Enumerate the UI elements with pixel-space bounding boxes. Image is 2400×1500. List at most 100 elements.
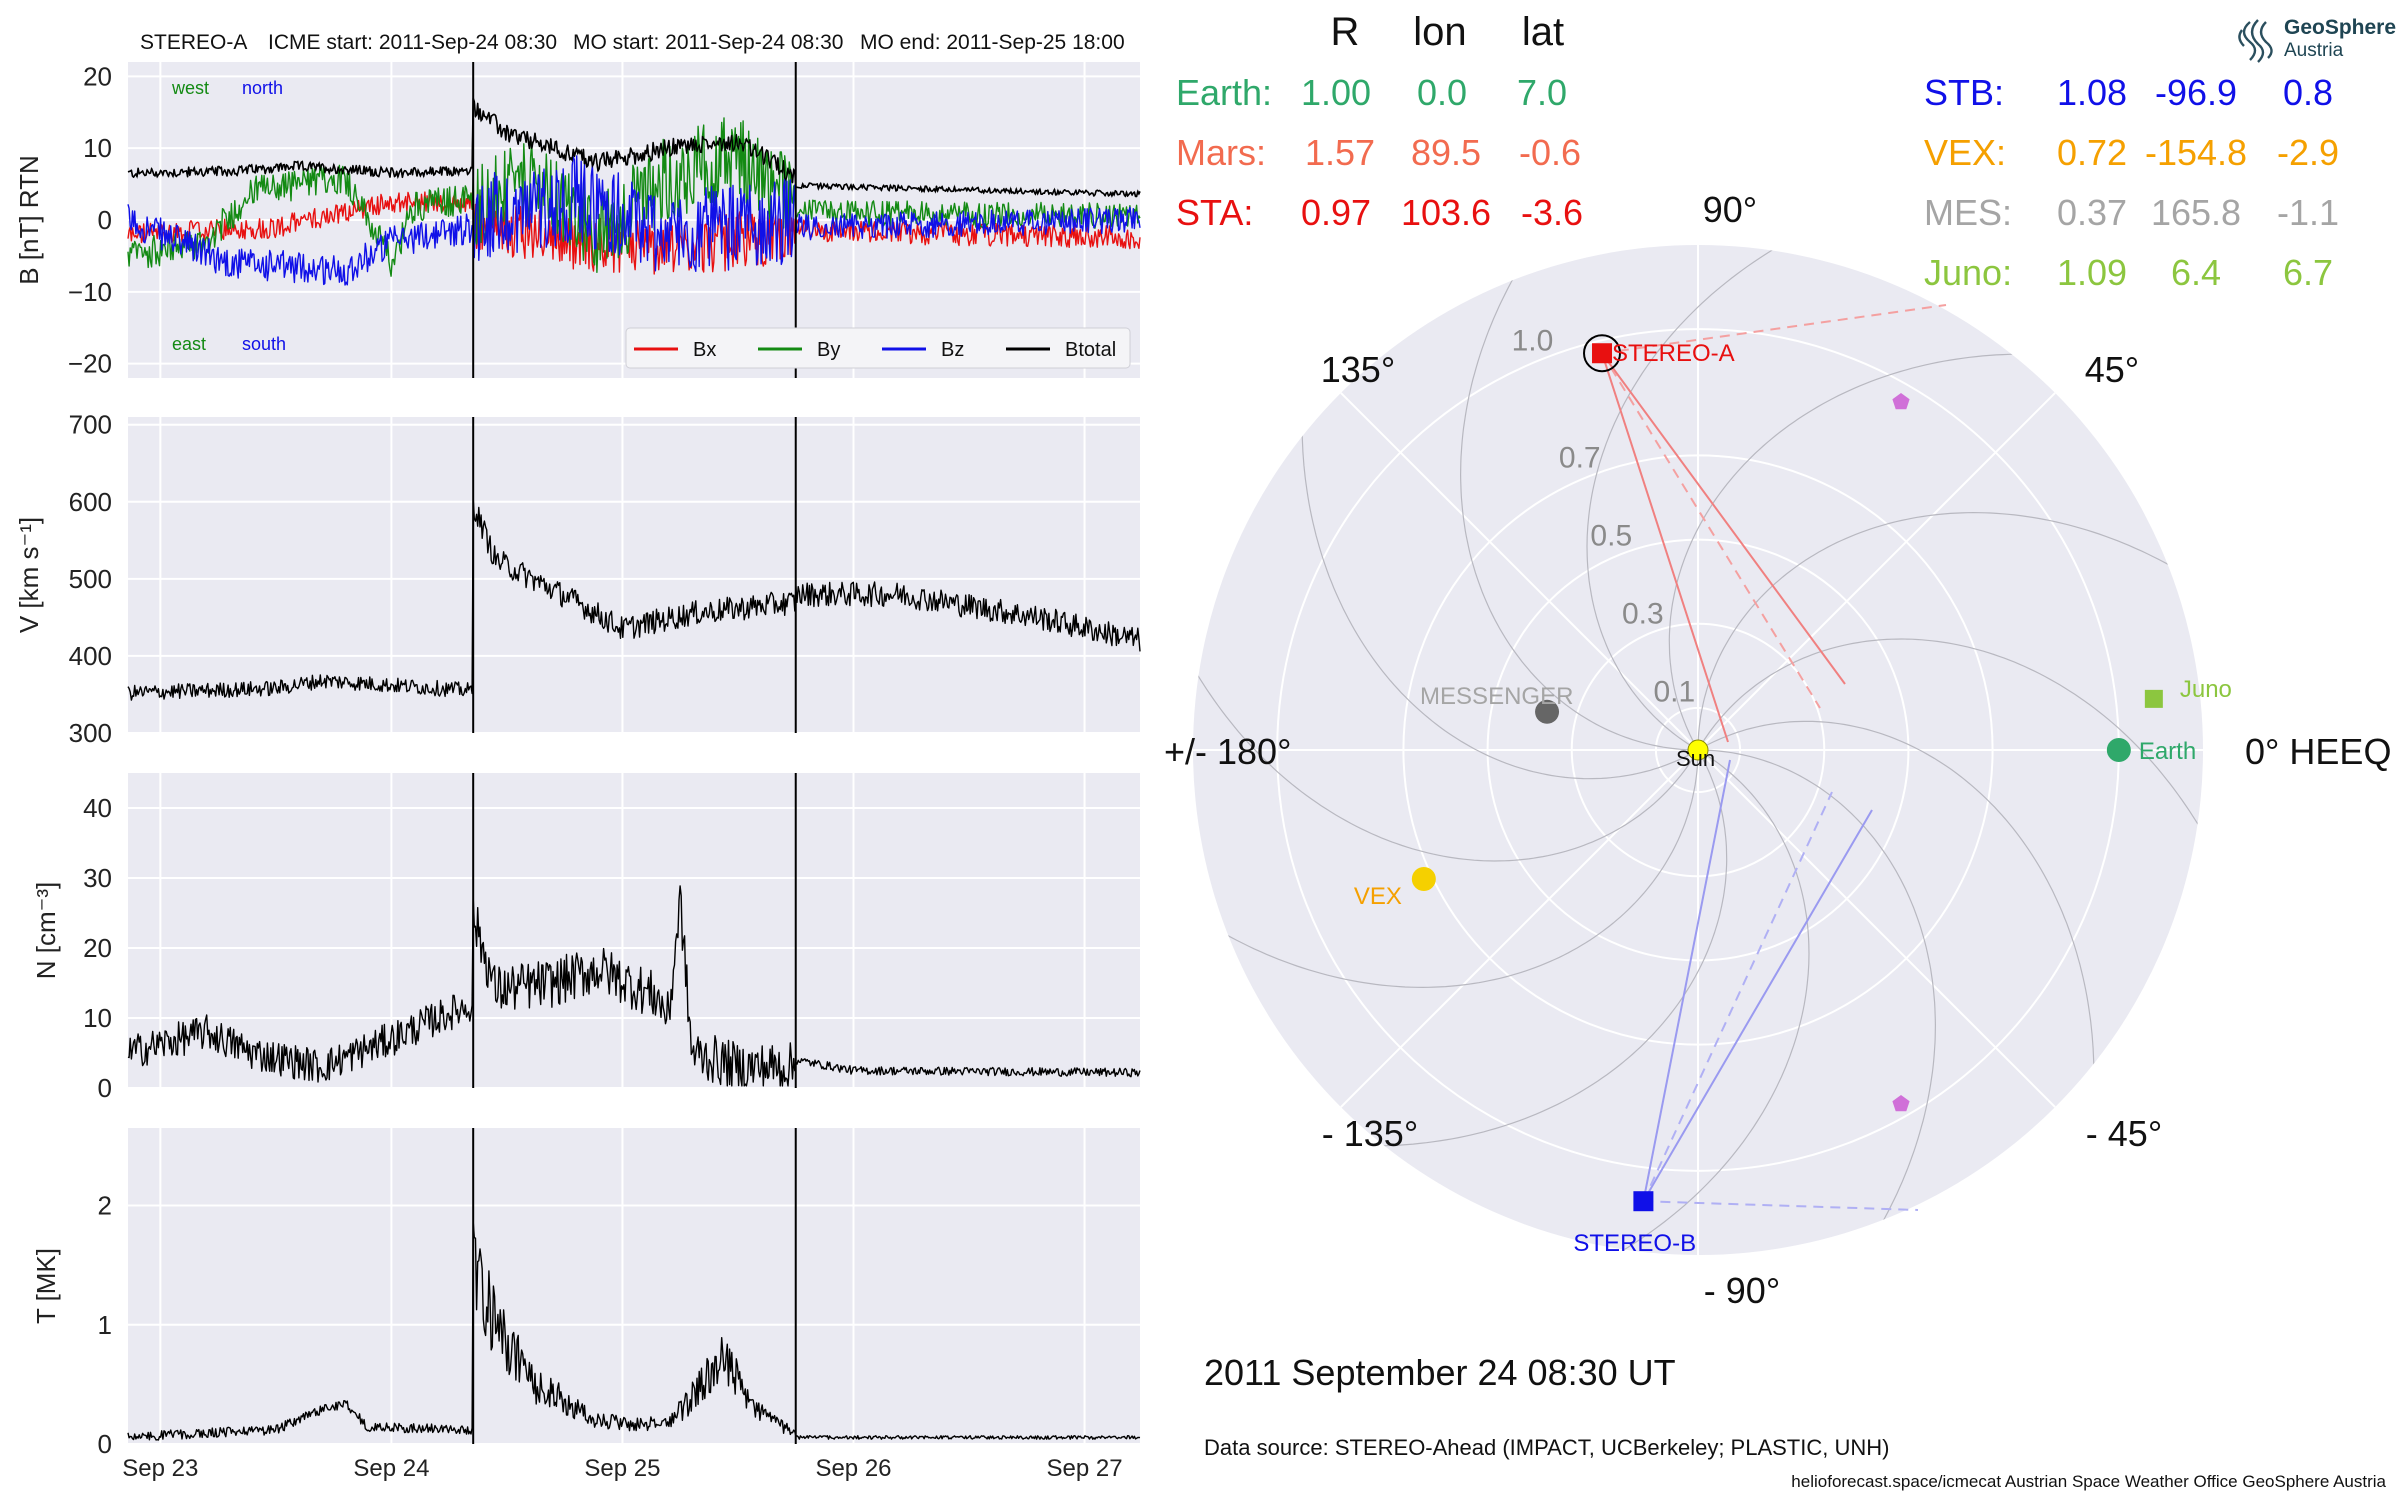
parker-spiral <box>1193 758 1699 989</box>
y-tick-label: 10 <box>83 1003 112 1033</box>
series-temperature <box>127 1220 1141 1441</box>
annotation-west: west <box>171 78 209 98</box>
x-tick-label: Sep 27 <box>1047 1455 1123 1482</box>
y-tick-label: 700 <box>69 410 112 440</box>
earth-marker <box>2106 738 2131 762</box>
position-r: 0.72 <box>2057 132 2127 173</box>
juno-marker <box>2144 689 2163 708</box>
legend-label-bz: Bz <box>941 339 964 361</box>
angular-grid-line <box>1697 749 2056 1108</box>
y-tick-label: −20 <box>68 349 112 379</box>
parker-spiral <box>1701 638 2203 865</box>
fov-line <box>1601 352 1821 709</box>
y-tick-label: 400 <box>69 641 112 671</box>
panel-background <box>128 773 1140 1088</box>
legend-label-bx: Bx <box>693 339 716 361</box>
table-header-lat: lat <box>1522 10 1564 54</box>
stereoa-marker <box>1592 343 1613 364</box>
logo-line2: Austria <box>2284 40 2344 61</box>
parker-spiral <box>1586 245 1813 747</box>
parker-spiral <box>1705 720 2095 1111</box>
messenger-label: MESSENGER <box>1420 683 1573 710</box>
sun-marker <box>1687 739 1709 761</box>
angle-label-m90: - 90° <box>1704 1270 1780 1311</box>
position-name: Mars: <box>1176 132 1266 173</box>
b-panel-annotations: west north east south <box>171 78 286 354</box>
position-lon: -96.9 <box>2155 72 2237 113</box>
position-name: STA: <box>1176 192 1253 233</box>
x-tick-label: Sep 23 <box>122 1455 198 1482</box>
radial-label: 1.0 <box>1512 324 1554 357</box>
vex-label: VEX <box>1354 883 1402 910</box>
angle-label-0: 0° HEEQ <box>2245 731 2391 772</box>
position-r: 0.97 <box>1301 192 1371 233</box>
position-lon: 103.6 <box>1401 192 1491 233</box>
figure-header: STEREO-A ICME start: 2011-Sep-24 08:30 M… <box>140 31 1125 54</box>
pentagon-marker-icon <box>1892 1095 1910 1112</box>
angle-label-90: 90° <box>1703 189 1757 230</box>
earth-label: Earth <box>2139 738 2196 765</box>
y-tick-label: 30 <box>83 863 112 893</box>
position-lon: -154.8 <box>2145 132 2247 173</box>
panel-background <box>128 417 1140 733</box>
position-row-sta: STA: 0.97 103.6 -3.6 <box>1176 192 1583 233</box>
y-tick-label: 10 <box>83 133 112 163</box>
position-row-vex: VEX: 0.72 -154.8 -2.9 <box>1924 132 2339 173</box>
stereo-a-ring-icon <box>1583 334 1622 373</box>
y-tick-label: 40 <box>83 793 112 823</box>
panel-speed: 700 600 500 400 300 V [km s⁻¹] <box>14 410 1141 748</box>
position-lat: 6.7 <box>2283 252 2333 293</box>
radial-labels: 1.0 0.7 0.5 0.3 0.1 <box>1512 324 1696 708</box>
y-tick-label: 20 <box>83 61 112 91</box>
radial-label: 0.7 <box>1559 441 1601 474</box>
sun-label: Sun <box>1676 746 1715 771</box>
angular-grid-line <box>1340 392 1699 751</box>
parker-spiral <box>1337 757 1728 1147</box>
series-btotal-overlay <box>127 98 1141 198</box>
legend-label-btotal: Btotal <box>1065 339 1116 361</box>
vex-marker <box>1411 867 1436 892</box>
geosphere-logo: GeoSphere Austria <box>2238 16 2396 63</box>
annotation-east: east <box>172 334 206 354</box>
y-tick-label: 0 <box>98 1429 112 1459</box>
panel-temperature: 2 1 0 T [MK] <box>31 1128 1141 1459</box>
x-tick-label: Sep 24 <box>353 1455 429 1482</box>
parker-spiral <box>1668 353 2059 743</box>
y-axis-label: N [cm⁻³] <box>31 882 61 980</box>
series-speed <box>127 497 1141 701</box>
position-lon: 6.4 <box>2171 252 2221 293</box>
annotation-north: north <box>242 78 283 98</box>
header-spacecraft: STEREO-A <box>140 31 247 54</box>
position-lon: 165.8 <box>2151 192 2241 233</box>
position-r: 1.08 <box>2057 72 2127 113</box>
position-lat: 7.0 <box>1517 72 1567 113</box>
position-lat: -1.1 <box>2277 192 2339 233</box>
position-lat: -0.6 <box>1519 132 1581 173</box>
polar-plot: 90° 45° 0° HEEQ - 45° - 90° - 135° +/- 1… <box>1164 189 2391 1311</box>
juno-label: Juno <box>2180 676 2232 703</box>
radial-label: 0.3 <box>1622 597 1664 630</box>
annotation-south: south <box>242 334 286 354</box>
position-r: 0.37 <box>2057 192 2127 233</box>
fov-line <box>1642 791 1833 1202</box>
bodies: STEREO-A STEREO-B Earth Juno MESSENGER VEX Sun <box>1354 334 2232 1257</box>
header-mo-start: MO start: 2011-Sep-24 08:30 <box>573 31 843 54</box>
parker-spiral <box>1697 511 2203 742</box>
y-axis-label: B [nT] RTN <box>14 155 44 285</box>
y-tick-label: 500 <box>69 564 112 594</box>
angle-label-m135: - 135° <box>1322 1113 1418 1154</box>
position-lat: 0.8 <box>2283 72 2333 113</box>
y-tick-label: 300 <box>69 718 112 748</box>
position-row-mes: MES: 0.37 165.8 -1.1 <box>1924 192 2339 233</box>
y-tick-label: 2 <box>98 1191 112 1221</box>
radial-label: 0.1 <box>1653 675 1695 708</box>
panel-magnetic-field: 20 10 0 −10 −20 B [nT] RTN <box>14 61 1141 379</box>
legend-frame <box>625 327 1131 369</box>
position-r: 1.00 <box>1301 72 1371 113</box>
angle-label-135: 135° <box>1321 349 1395 390</box>
x-tick-label: Sep 26 <box>815 1455 891 1482</box>
position-row-juno: Juno: 1.09 6.4 6.7 <box>1924 252 2333 293</box>
position-r: 1.57 <box>1305 132 1375 173</box>
position-name: STB: <box>1924 72 2004 113</box>
